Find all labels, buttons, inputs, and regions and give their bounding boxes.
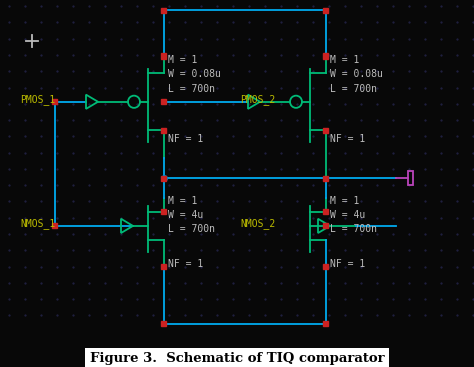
Bar [162, 8, 166, 13]
Text: Figure 3.  Schematic of TIQ comparator: Figure 3. Schematic of TIQ comparator [90, 352, 384, 365]
Text: NF = 1: NF = 1 [330, 259, 365, 269]
Text: NF = 1: NF = 1 [168, 134, 203, 145]
Bar [323, 264, 328, 269]
Bar [408, 171, 413, 185]
Bar [323, 8, 328, 13]
Text: M = 1: M = 1 [168, 55, 197, 65]
Text: W = 4u: W = 4u [330, 210, 365, 220]
Bar [162, 128, 166, 133]
Text: PMOS_1: PMOS_1 [20, 94, 55, 105]
Text: L = 700n: L = 700n [330, 84, 377, 94]
Text: W = 0.08u: W = 0.08u [330, 69, 383, 79]
Text: NF = 1: NF = 1 [168, 259, 203, 269]
Text: M = 1: M = 1 [168, 196, 197, 206]
Text: W = 4u: W = 4u [168, 210, 203, 220]
Text: NMOS_2: NMOS_2 [240, 218, 275, 229]
Bar [323, 54, 328, 58]
Bar [162, 209, 166, 214]
Text: W = 0.08u: W = 0.08u [168, 69, 221, 79]
Bar [162, 175, 166, 181]
Bar [53, 224, 57, 228]
Text: L = 700n: L = 700n [330, 224, 377, 234]
Text: L = 700n: L = 700n [168, 84, 215, 94]
Bar [323, 321, 328, 326]
Text: NF = 1: NF = 1 [330, 134, 365, 145]
Bar [323, 209, 328, 214]
Bar [53, 99, 57, 104]
Bar [162, 321, 166, 326]
Text: M = 1: M = 1 [330, 55, 359, 65]
Text: NMOS_1: NMOS_1 [20, 218, 55, 229]
Text: M = 1: M = 1 [330, 196, 359, 206]
Bar [323, 224, 328, 228]
Bar [323, 128, 328, 133]
Text: L = 700n: L = 700n [168, 224, 215, 234]
Bar [162, 99, 166, 104]
Bar [162, 54, 166, 58]
Bar [323, 175, 328, 181]
Bar [162, 264, 166, 269]
Text: PMOS_2: PMOS_2 [240, 94, 275, 105]
